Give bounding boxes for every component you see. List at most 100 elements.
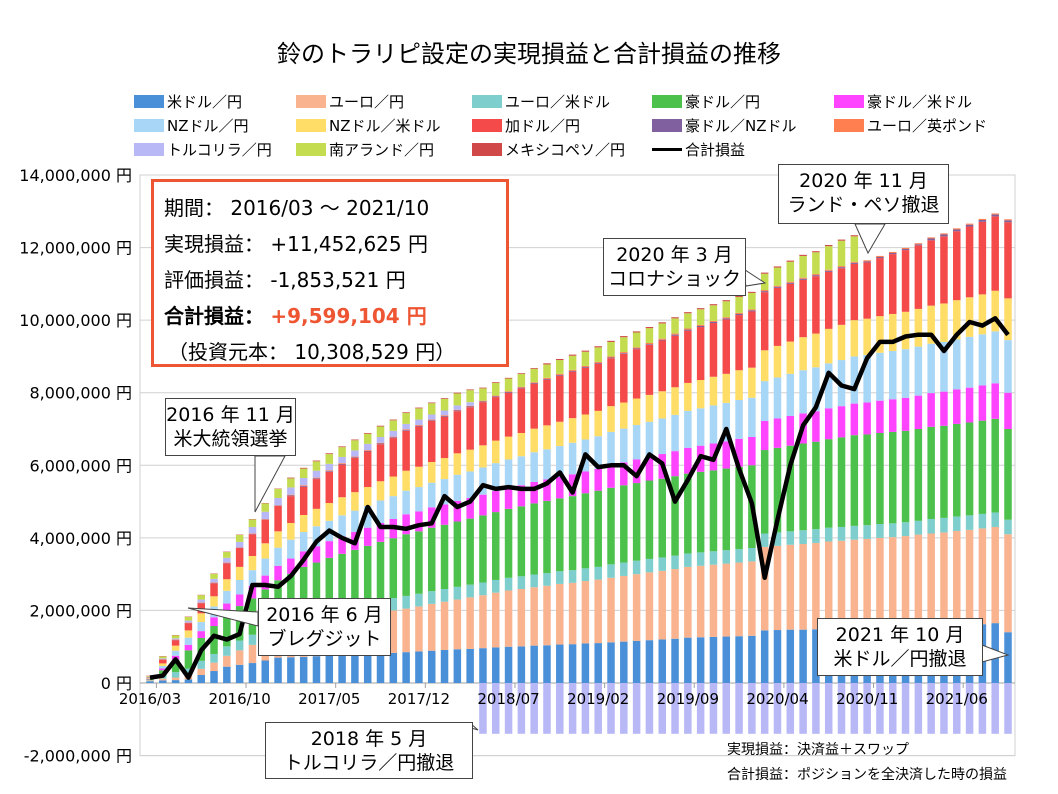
bar-segment <box>607 465 615 488</box>
bar-segment <box>594 566 602 580</box>
bar-segment <box>568 370 577 372</box>
bar-segment <box>338 464 346 498</box>
bar-segment <box>466 406 474 408</box>
bar-segment <box>171 672 180 678</box>
legend-swatch <box>652 95 682 108</box>
bar-segment <box>824 541 833 629</box>
bar-segment <box>402 412 410 414</box>
legend-swatch <box>134 119 164 132</box>
bar-segment <box>184 630 193 638</box>
annotation-date: 2016 年 11 月 <box>166 404 295 426</box>
bar-segment <box>786 341 795 374</box>
legend-label: 豪ドル／円 <box>685 93 761 111</box>
bar-segment <box>824 363 833 409</box>
x-tick-label: 2019/09 <box>657 690 719 708</box>
bar-segment <box>953 228 961 230</box>
bar-segment <box>594 683 602 734</box>
bar-segment <box>261 660 270 683</box>
bar-segment <box>427 591 436 604</box>
bar-segment <box>517 456 526 486</box>
annotation-text: 米大統領選挙 <box>173 428 288 450</box>
bar-segment <box>492 592 500 648</box>
footnote-total: 合計損益：ポジションを全決済した時の損益 <box>727 767 1007 783</box>
bar-segment <box>415 593 423 607</box>
bar-segment <box>722 402 731 442</box>
bar-segment <box>338 463 346 465</box>
bar-segment <box>876 255 884 258</box>
bar-segment <box>709 305 718 321</box>
bar-segment <box>568 683 577 734</box>
bar-segment <box>940 236 948 304</box>
bar-segment <box>351 456 359 458</box>
bar-segment <box>671 387 679 415</box>
bar-segment <box>696 325 705 328</box>
bar-segment <box>760 290 769 292</box>
legend-swatch <box>296 143 326 156</box>
bar-segment <box>607 683 615 734</box>
bar-segment <box>658 557 666 571</box>
bar-segment <box>171 635 180 639</box>
bar-segment <box>543 363 551 365</box>
bar-segment <box>850 683 859 734</box>
bar-segment <box>466 402 474 406</box>
bar-segment <box>837 239 846 241</box>
bar-segment <box>863 525 871 539</box>
bar-segment <box>709 470 718 552</box>
bar-segment <box>645 394 654 422</box>
bar-segment <box>927 426 935 519</box>
bar-segment <box>607 406 615 432</box>
bar-segment <box>799 255 807 278</box>
bar-segment <box>799 254 807 256</box>
bar-segment <box>504 459 513 488</box>
bar-segment <box>735 313 743 316</box>
bar-segment <box>453 409 462 411</box>
bar-segment <box>351 458 359 493</box>
bar-segment <box>543 378 551 380</box>
bar-segment <box>159 656 167 659</box>
bar-segment <box>735 683 743 734</box>
bar-segment <box>325 557 334 609</box>
legend-swatch <box>472 95 502 108</box>
bar-segment <box>812 441 820 530</box>
bar-segment <box>594 363 602 411</box>
bar-segment <box>248 663 257 683</box>
bar-segment <box>197 599 205 603</box>
bar-segment <box>325 470 334 472</box>
bar-segment <box>760 292 769 351</box>
bar-segment <box>914 245 923 309</box>
bar-segment <box>837 266 846 268</box>
bar-segment <box>338 456 346 464</box>
bar-segment <box>415 487 423 512</box>
bar-segment <box>850 261 859 263</box>
bar-segment <box>530 574 538 588</box>
bar-segment <box>760 272 769 274</box>
bar-segment <box>965 223 974 225</box>
bar-segment <box>607 431 615 466</box>
bar-segment <box>824 527 833 542</box>
bar-segment <box>786 373 795 416</box>
bar-segment <box>197 595 205 600</box>
bar-segment <box>210 617 218 627</box>
bar-segment <box>479 387 487 389</box>
bar-segment <box>735 370 743 400</box>
bar-segment <box>594 361 602 363</box>
bar-segment <box>850 320 859 357</box>
bar-segment <box>914 395 923 429</box>
bar-segment <box>850 435 859 526</box>
bar-segment <box>171 638 180 640</box>
bar-segment <box>748 291 756 293</box>
bar-segment <box>594 346 602 348</box>
bar-segment <box>312 461 321 471</box>
bar-segment <box>709 636 718 683</box>
bar-segment <box>722 301 731 318</box>
x-tick-label: 2017/05 <box>298 690 360 708</box>
bar-segment <box>530 587 538 646</box>
bar-segment <box>696 324 705 326</box>
bar-segment <box>978 385 987 421</box>
bar-segment <box>722 318 731 320</box>
bar-segment <box>338 655 346 683</box>
bar-segment <box>299 514 308 533</box>
bar-segment <box>850 539 859 629</box>
bar-segment <box>568 570 577 583</box>
bar-segment <box>965 515 974 530</box>
